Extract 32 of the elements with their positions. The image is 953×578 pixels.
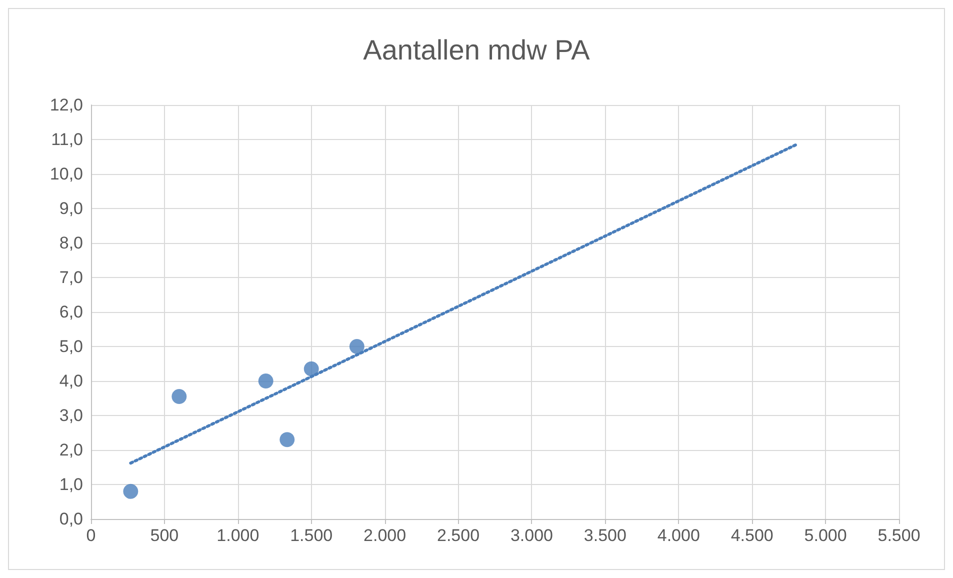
- y-tick-label: 6,0: [59, 302, 83, 322]
- y-tick-label: 5,0: [59, 337, 83, 356]
- x-tick-label: 5.000: [804, 526, 847, 545]
- point: [280, 432, 295, 448]
- y-tick-label: 12,0: [50, 96, 83, 114]
- x-tick-label: 3.500: [584, 526, 626, 545]
- y-tick-label: 11,0: [51, 130, 83, 149]
- point: [123, 484, 138, 499]
- x-tick-label: 0: [86, 526, 96, 545]
- y-tick-label: 2,0: [59, 440, 83, 460]
- x-tick-label: 5.500: [878, 526, 920, 545]
- y-tick-label: 4,0: [59, 372, 83, 390]
- x-tick-label: 1.500: [290, 526, 333, 545]
- point: [172, 389, 187, 404]
- y-tick-label: 7,0: [59, 268, 83, 287]
- x-tick-label: 4.500: [730, 526, 774, 545]
- x-tick-label: 3.000: [510, 526, 553, 545]
- chart-title: Aantallen mdw PA: [363, 34, 590, 66]
- y-tick-label: 9,0: [59, 199, 83, 218]
- point: [304, 361, 319, 376]
- y-tick-label: 0,0: [59, 510, 83, 528]
- x-tick-label: 4.000: [657, 526, 700, 545]
- x-tick-label: 2.000: [364, 526, 406, 545]
- y-tick-label: 8,0: [59, 234, 83, 252]
- x-tick-label: 1.000: [216, 526, 260, 545]
- y-tick-label: 1,0: [59, 475, 83, 494]
- x-tick-label: 2.500: [437, 526, 480, 545]
- y-tick-label: 3,0: [59, 406, 83, 425]
- y-tick-label: 10,0: [50, 164, 83, 184]
- point: [349, 339, 364, 354]
- point: [258, 374, 274, 388]
- x-tick-label: 500: [150, 526, 179, 545]
